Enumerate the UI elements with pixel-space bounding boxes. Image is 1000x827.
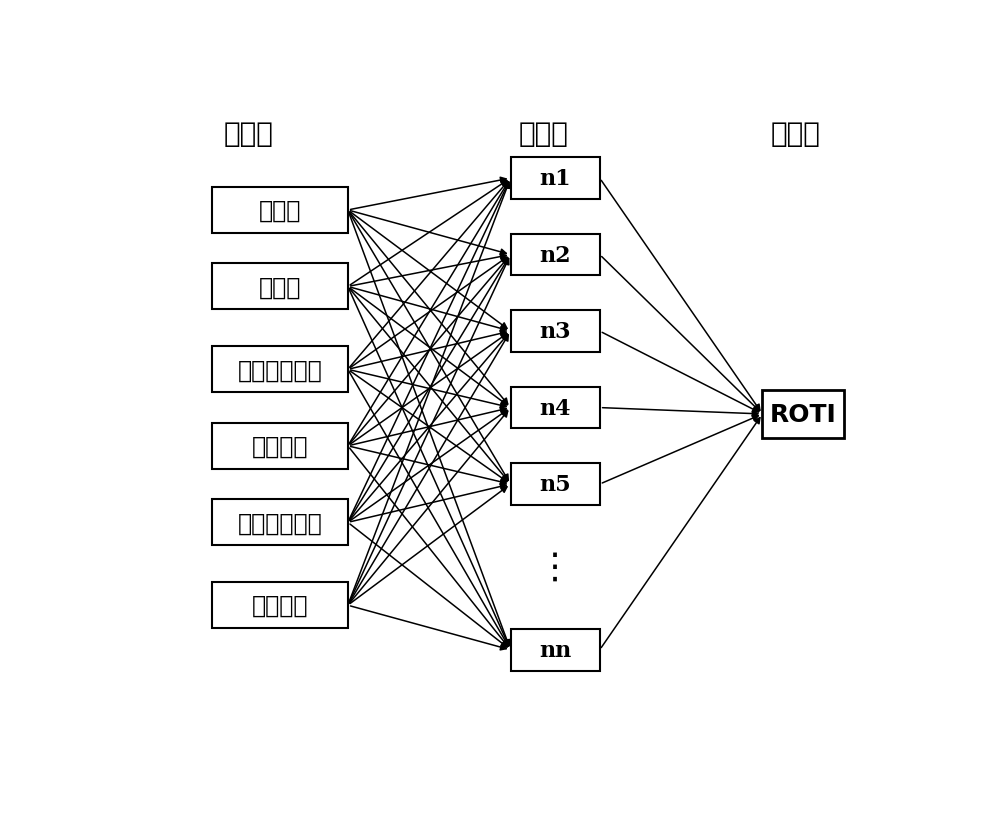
Text: nn: nn xyxy=(539,639,571,661)
Text: 经纬度: 经纬度 xyxy=(259,198,301,222)
FancyBboxPatch shape xyxy=(511,464,600,505)
Text: 输入层: 输入层 xyxy=(224,120,274,148)
Text: n5: n5 xyxy=(539,474,571,495)
Text: 地磁指数: 地磁指数 xyxy=(252,434,308,458)
Text: n1: n1 xyxy=(539,168,571,190)
Text: ⋮: ⋮ xyxy=(537,550,573,584)
Text: 极区特性指数: 极区特性指数 xyxy=(238,511,322,535)
Text: 周期指数: 周期指数 xyxy=(252,594,308,618)
FancyBboxPatch shape xyxy=(212,423,348,469)
Text: 太阳活动指数: 太阳活动指数 xyxy=(238,358,322,382)
Text: 隐谴层: 隐谴层 xyxy=(519,120,568,148)
Text: 地方时: 地方时 xyxy=(259,275,301,299)
FancyBboxPatch shape xyxy=(212,264,348,310)
Text: ROTI: ROTI xyxy=(770,403,836,427)
FancyBboxPatch shape xyxy=(212,188,348,233)
Text: n2: n2 xyxy=(539,244,571,266)
FancyBboxPatch shape xyxy=(212,582,348,629)
FancyBboxPatch shape xyxy=(511,311,600,352)
Text: n3: n3 xyxy=(539,321,571,342)
Text: 输出层: 输出层 xyxy=(770,120,820,148)
Text: n4: n4 xyxy=(539,397,571,419)
FancyBboxPatch shape xyxy=(511,158,600,199)
FancyBboxPatch shape xyxy=(511,629,600,671)
FancyBboxPatch shape xyxy=(511,235,600,276)
FancyBboxPatch shape xyxy=(762,390,844,438)
FancyBboxPatch shape xyxy=(212,500,348,546)
FancyBboxPatch shape xyxy=(511,387,600,428)
FancyBboxPatch shape xyxy=(212,347,348,393)
